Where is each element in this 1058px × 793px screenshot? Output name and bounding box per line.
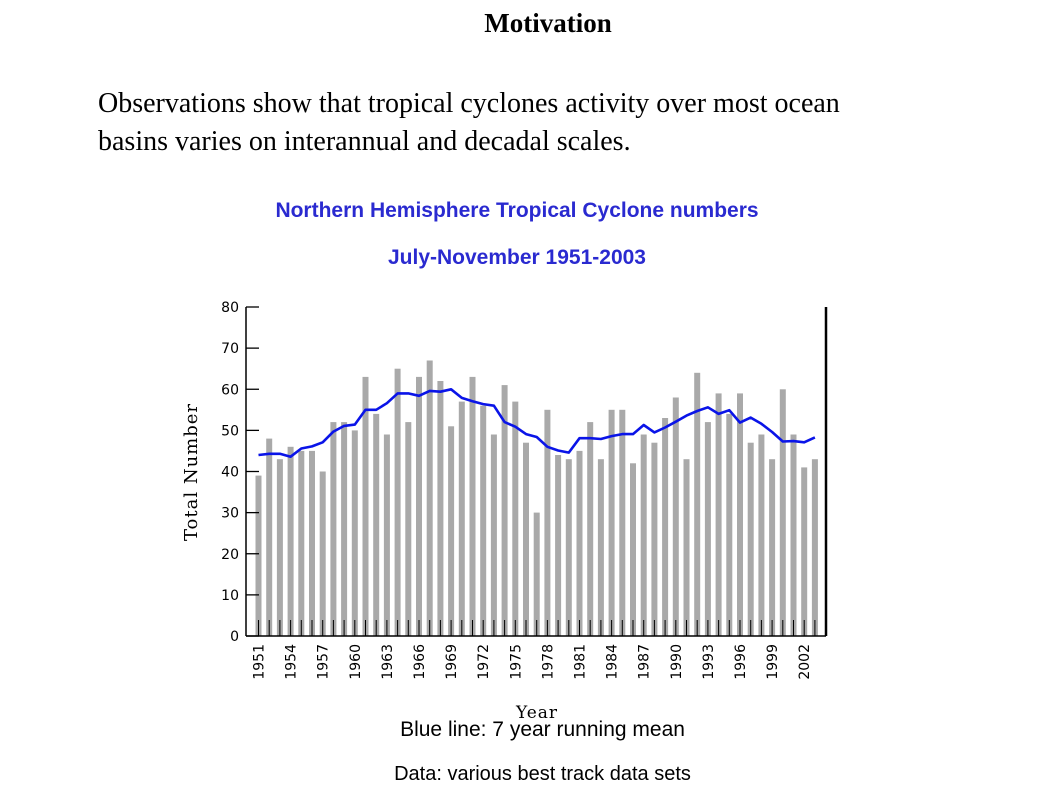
x-axis-label: Year: [515, 703, 558, 723]
y-tick-label-10: 10: [221, 588, 239, 604]
x-tick-label-1993: 1993: [701, 644, 717, 680]
y-axis-label: Total Number: [181, 403, 202, 541]
bar-1990: [672, 397, 679, 636]
bar-1978: [544, 409, 551, 636]
bar-1976: [523, 442, 529, 636]
bar-1977: [533, 512, 540, 636]
bar-1960: [351, 430, 358, 636]
x-tick-label-1954: 1954: [284, 644, 300, 680]
x-tick-label-1999: 1999: [765, 644, 781, 680]
x-tick-label-1987: 1987: [637, 644, 653, 680]
bar-1981: [576, 450, 583, 636]
bar-1955: [298, 450, 305, 636]
bar-1951: [255, 475, 262, 636]
bar-1962: [373, 413, 380, 636]
x-tick-label-1963: 1963: [380, 644, 396, 680]
bar-1985: [619, 409, 626, 636]
x-tick-label-1951: 1951: [252, 644, 268, 680]
bar-1969: [448, 426, 455, 636]
x-tick-label-1978: 1978: [540, 644, 556, 680]
bar-2001: [790, 434, 797, 636]
intro-text: Observations show that tropical cyclones…: [98, 85, 998, 161]
bar-1952: [266, 438, 273, 636]
bar-1983: [597, 459, 604, 636]
bar-1963: [383, 434, 390, 636]
chart-subtitle: July-November 1951-2003: [388, 246, 646, 269]
bar-1957: [319, 471, 326, 636]
bar-1986: [630, 463, 636, 636]
bar-1972: [480, 405, 487, 636]
bar-1974: [501, 385, 508, 636]
bar-2002: [801, 467, 808, 636]
bar-1998: [758, 434, 765, 636]
bar-1999: [769, 459, 776, 636]
bar-1997: [747, 442, 754, 636]
x-tick-label-1972: 1972: [476, 644, 492, 680]
y-tick-label-0: 0: [230, 629, 239, 645]
bar-1980: [565, 459, 572, 636]
x-tick-label-1957: 1957: [316, 644, 332, 680]
x-tick-label-2002: 2002: [797, 644, 813, 680]
bar-1995: [726, 413, 733, 636]
y-tick-label-70: 70: [221, 341, 239, 357]
x-tick-label-1960: 1960: [348, 644, 364, 680]
bar-1954: [287, 446, 294, 636]
bar-1956: [309, 450, 315, 636]
bar-1968: [437, 381, 444, 636]
x-tick-label-1984: 1984: [605, 644, 621, 680]
bar-1970: [458, 401, 465, 636]
y-tick-label-40: 40: [221, 465, 239, 481]
bar-1989: [662, 418, 669, 636]
bar-1991: [683, 459, 690, 636]
running-mean-line: [258, 387, 816, 459]
chart-title: Northern Hemisphere Tropical Cyclone num…: [275, 199, 759, 222]
bar-1979: [555, 455, 562, 636]
y-tick-label-60: 60: [221, 382, 239, 398]
intro-line-2: basins varies on interannual and decadal…: [98, 126, 631, 157]
x-tick-label-1969: 1969: [444, 644, 460, 680]
bar-1971: [469, 376, 476, 636]
bar-1987: [640, 434, 647, 636]
bar-1967: [426, 360, 433, 636]
y-tick-label-80: 80: [221, 300, 239, 316]
bar-1958: [330, 422, 337, 636]
bar-1964: [394, 368, 401, 636]
y-tick-label-30: 30: [221, 506, 239, 522]
bar-1975: [512, 401, 519, 636]
x-tick-label-1996: 1996: [733, 644, 749, 680]
y-tick-label-50: 50: [221, 423, 239, 439]
bar-1961: [362, 376, 369, 636]
bar-1994: [715, 393, 722, 636]
x-tick-label-1975: 1975: [508, 644, 524, 680]
bar-1973: [490, 434, 497, 636]
slide-title: Motivation: [484, 8, 612, 38]
bar-1966: [416, 376, 422, 636]
x-tick-label-1990: 1990: [669, 644, 685, 680]
bar-2003: [811, 459, 818, 636]
bar-2000: [779, 389, 786, 637]
bar-1988: [651, 442, 658, 636]
bar-1965: [405, 422, 412, 636]
x-tick-label-1981: 1981: [573, 644, 589, 680]
running-mean-note: Blue line: 7 year running mean: [400, 718, 685, 741]
bar-1984: [608, 409, 615, 636]
intro-line-1: Observations show that tropical cyclones…: [98, 88, 840, 119]
bar-1953: [276, 459, 283, 636]
bar-1996: [737, 393, 743, 636]
y-tick-label-20: 20: [221, 547, 239, 563]
bar-1992: [694, 372, 701, 636]
x-tick-label-1966: 1966: [412, 644, 428, 680]
bar-1959: [341, 422, 348, 636]
bar-1982: [587, 422, 594, 636]
data-source-note: Data: various best track data sets: [394, 763, 691, 785]
bar-1993: [704, 422, 711, 636]
